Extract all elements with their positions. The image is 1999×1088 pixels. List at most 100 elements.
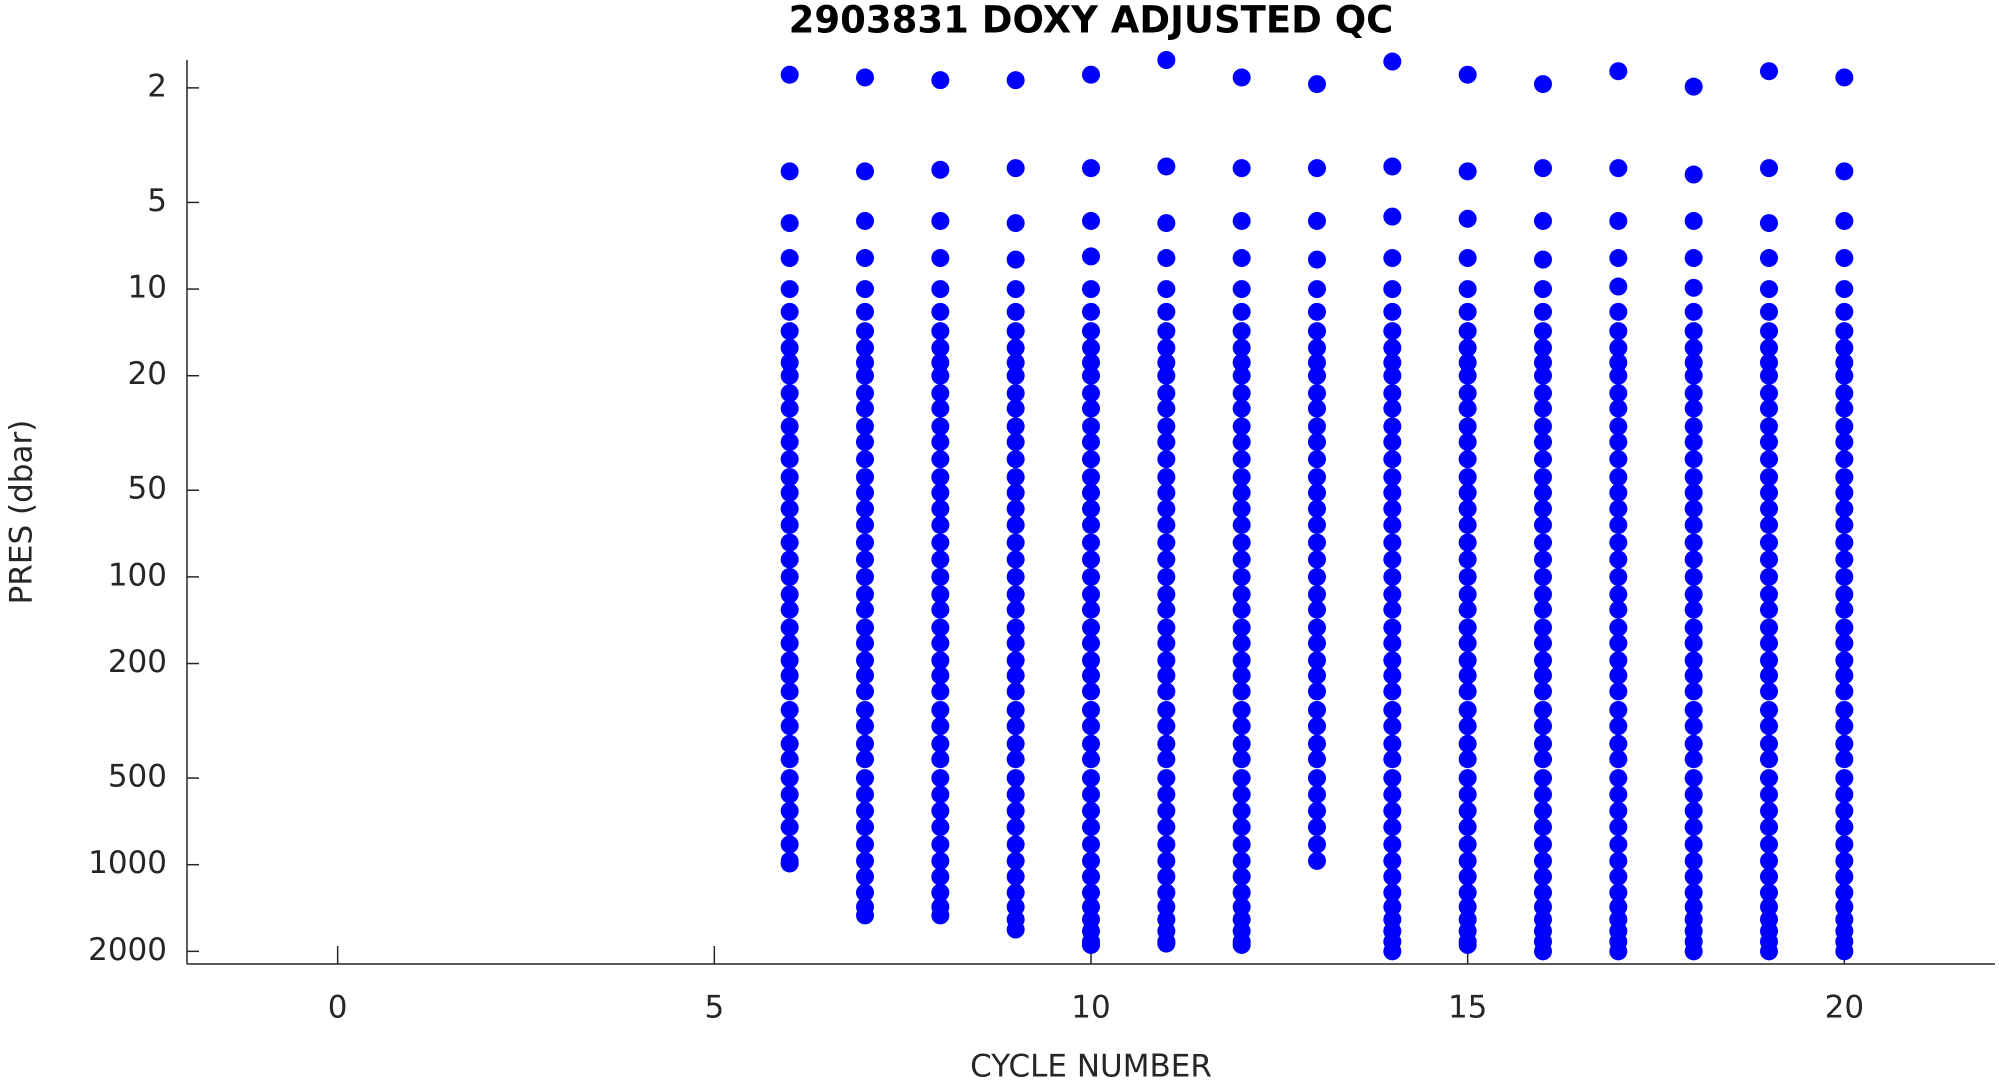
y-tick-label: 10 bbox=[128, 270, 167, 306]
point bbox=[1157, 867, 1176, 886]
point bbox=[780, 302, 799, 321]
point bbox=[1760, 417, 1778, 436]
point bbox=[1760, 867, 1778, 886]
point bbox=[1534, 433, 1552, 452]
point bbox=[1082, 769, 1100, 788]
point bbox=[1609, 618, 1628, 637]
point bbox=[1308, 682, 1326, 701]
point bbox=[1308, 818, 1326, 837]
point bbox=[1534, 818, 1552, 837]
point bbox=[1835, 399, 1854, 418]
point bbox=[1760, 62, 1778, 81]
point bbox=[1458, 618, 1477, 637]
point bbox=[1308, 483, 1326, 502]
point bbox=[1157, 600, 1176, 619]
point bbox=[1609, 366, 1628, 385]
point bbox=[1157, 634, 1176, 653]
point bbox=[1835, 322, 1854, 341]
point bbox=[1835, 483, 1854, 502]
point bbox=[1534, 851, 1552, 870]
point bbox=[1760, 666, 1778, 685]
point bbox=[1835, 600, 1854, 619]
point bbox=[1308, 851, 1326, 870]
point bbox=[1308, 417, 1326, 436]
point bbox=[1006, 734, 1025, 753]
point bbox=[1082, 682, 1100, 701]
point bbox=[1006, 417, 1025, 436]
point bbox=[780, 854, 799, 873]
point bbox=[1006, 250, 1025, 269]
point bbox=[1760, 618, 1778, 637]
x-tick-label: 15 bbox=[1448, 990, 1487, 1026]
point bbox=[1157, 483, 1176, 502]
point bbox=[931, 867, 950, 886]
point bbox=[1157, 717, 1176, 736]
point bbox=[931, 515, 950, 534]
point bbox=[1232, 682, 1251, 701]
point bbox=[1458, 499, 1477, 518]
point bbox=[1760, 450, 1778, 469]
point bbox=[1082, 65, 1100, 84]
point bbox=[1232, 567, 1251, 586]
point bbox=[856, 801, 874, 820]
point bbox=[1684, 585, 1703, 604]
point bbox=[1082, 785, 1100, 804]
point bbox=[1157, 214, 1176, 233]
point bbox=[856, 450, 874, 469]
point bbox=[931, 399, 950, 418]
point bbox=[1835, 867, 1854, 886]
point bbox=[931, 280, 950, 299]
point bbox=[1308, 338, 1326, 357]
point bbox=[1534, 717, 1552, 736]
point bbox=[1534, 666, 1552, 685]
point bbox=[931, 818, 950, 837]
point bbox=[1006, 920, 1025, 939]
point bbox=[1232, 634, 1251, 653]
point bbox=[1006, 384, 1025, 403]
point bbox=[1006, 835, 1025, 854]
point bbox=[1609, 867, 1628, 886]
point bbox=[1383, 450, 1402, 469]
point bbox=[1157, 399, 1176, 418]
point bbox=[1308, 634, 1326, 653]
point bbox=[1534, 567, 1552, 586]
point bbox=[1534, 399, 1552, 418]
x-tick-label: 20 bbox=[1825, 990, 1864, 1026]
point bbox=[1082, 468, 1100, 487]
point bbox=[1383, 483, 1402, 502]
point bbox=[1082, 634, 1100, 653]
point bbox=[1383, 366, 1402, 385]
point bbox=[1006, 818, 1025, 837]
point bbox=[1534, 338, 1552, 357]
point bbox=[1157, 417, 1176, 436]
point bbox=[1383, 651, 1402, 670]
point bbox=[856, 734, 874, 753]
point bbox=[856, 750, 874, 769]
point bbox=[856, 249, 874, 268]
point bbox=[1609, 700, 1628, 719]
point bbox=[1760, 851, 1778, 870]
point bbox=[780, 550, 799, 569]
point bbox=[1684, 750, 1703, 769]
point bbox=[1082, 247, 1100, 266]
point bbox=[1006, 353, 1025, 372]
point bbox=[1684, 818, 1703, 837]
point bbox=[1534, 322, 1552, 341]
point bbox=[780, 450, 799, 469]
point bbox=[1383, 942, 1402, 961]
point bbox=[931, 338, 950, 357]
point bbox=[1684, 801, 1703, 820]
point bbox=[1157, 651, 1176, 670]
point bbox=[1684, 384, 1703, 403]
point bbox=[856, 585, 874, 604]
point bbox=[780, 785, 799, 804]
point bbox=[1458, 567, 1477, 586]
point bbox=[1684, 550, 1703, 569]
point bbox=[1609, 785, 1628, 804]
y-tick-label: 2000 bbox=[88, 932, 167, 968]
point bbox=[1760, 700, 1778, 719]
point bbox=[1534, 302, 1552, 321]
point bbox=[1609, 717, 1628, 736]
point bbox=[1534, 384, 1552, 403]
point bbox=[1308, 433, 1326, 452]
